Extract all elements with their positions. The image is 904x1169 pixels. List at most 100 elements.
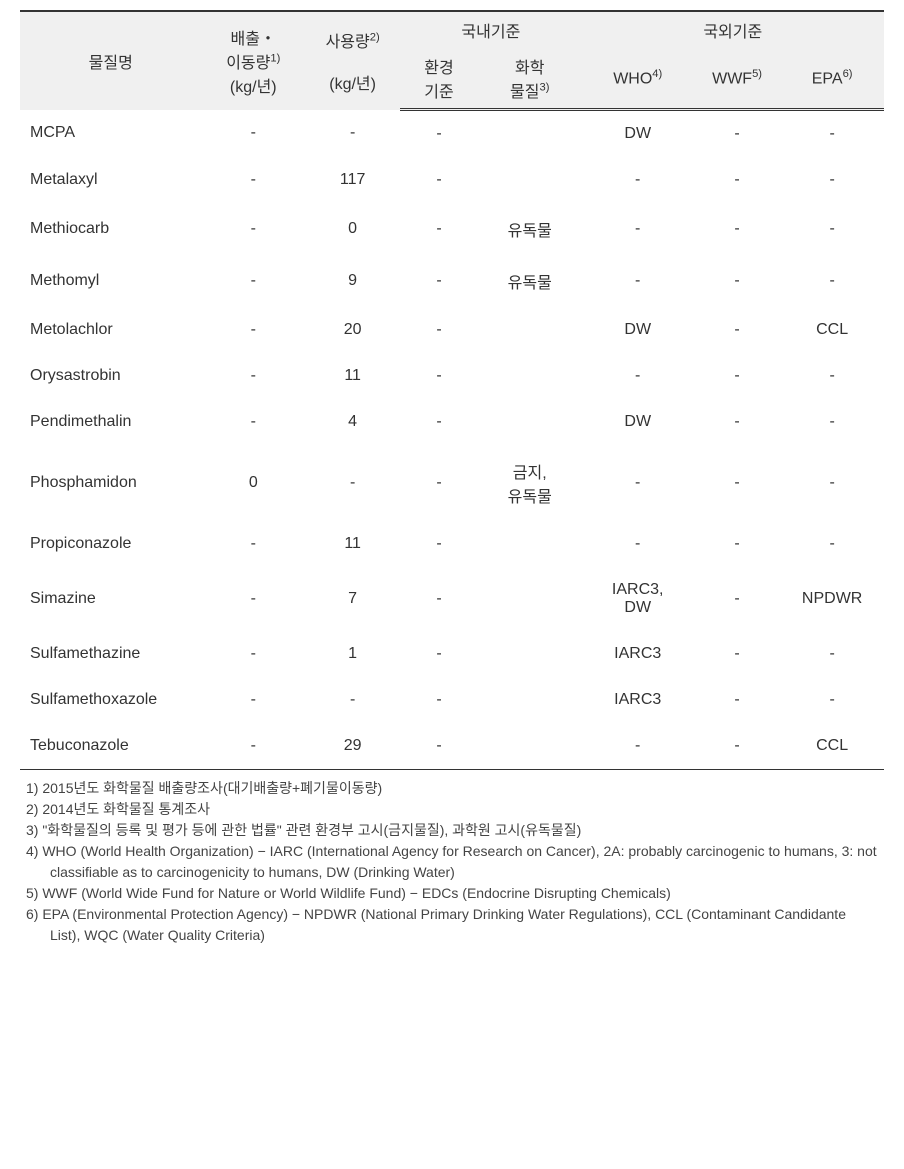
table-row: Methiocarb-0-유독물---	[20, 203, 884, 255]
th-env-l2: 기준	[424, 84, 453, 101]
table-row: Metolachlor-20-DW-CCL	[20, 307, 884, 353]
footnote-line: 6) EPA (Environmental Protection Agency)…	[26, 904, 878, 946]
cell-env: -	[400, 399, 478, 445]
chemical-standards-table: 물질명 배출・ 이동량1) (kg/년) 사용량2) (kg/년) 국내기준 국…	[20, 10, 884, 770]
th-emission-unit: (kg/년)	[230, 79, 277, 96]
th-emission: 배출・ 이동량1) (kg/년)	[201, 11, 305, 110]
footnote-line: 1) 2015년도 화학물질 배출량조사(대기배출량+폐기물이동량)	[26, 778, 878, 799]
cell-wwf: -	[694, 399, 780, 445]
cell-emission: -	[201, 255, 305, 307]
cell-who: -	[582, 521, 694, 567]
cell-emission: -	[201, 631, 305, 677]
cell-epa: -	[780, 353, 884, 399]
cell-emission: -	[201, 203, 305, 255]
cell-wwf: -	[694, 307, 780, 353]
cell-who: IARC3,DW	[582, 567, 694, 631]
cell-epa: -	[780, 445, 884, 521]
cell-env: -	[400, 203, 478, 255]
cell-epa: CCL	[780, 723, 884, 770]
sup-1: 1)	[270, 52, 280, 64]
footnotes: 1) 2015년도 화학물질 배출량조사(대기배출량+폐기물이동량)2) 201…	[20, 778, 884, 946]
cell-who: IARC3	[582, 677, 694, 723]
cell-substance: Methiocarb	[20, 203, 201, 255]
cell-chem	[478, 631, 582, 677]
cell-substance: Sulfamethoxazole	[20, 677, 201, 723]
cell-epa: -	[780, 157, 884, 203]
cell-usage: 0	[305, 203, 400, 255]
cell-wwf: -	[694, 723, 780, 770]
footnote-line: 4) WHO (World Health Organization) − IAR…	[26, 841, 878, 883]
cell-epa: -	[780, 110, 884, 158]
cell-substance: Sulfamethazine	[20, 631, 201, 677]
cell-emission: -	[201, 723, 305, 770]
cell-usage: 1	[305, 631, 400, 677]
th-epa-label: EPA	[812, 70, 843, 87]
sup-6: 6)	[843, 68, 853, 80]
cell-substance: Propiconazole	[20, 521, 201, 567]
cell-wwf: -	[694, 445, 780, 521]
th-chem-l1: 화학	[515, 60, 544, 77]
cell-env: -	[400, 521, 478, 567]
cell-env: -	[400, 631, 478, 677]
cell-usage: 7	[305, 567, 400, 631]
cell-emission: -	[201, 157, 305, 203]
cell-wwf: -	[694, 110, 780, 158]
cell-chem: 유독물	[478, 203, 582, 255]
cell-chem: 유독물	[478, 255, 582, 307]
cell-wwf: -	[694, 157, 780, 203]
th-foreign: 국외기준	[582, 11, 884, 48]
th-wwf-label: WWF	[712, 70, 752, 87]
cell-chem	[478, 157, 582, 203]
cell-emission: -	[201, 521, 305, 567]
cell-chem	[478, 307, 582, 353]
footnote-line: 5) WWF (World Wide Fund for Nature or Wo…	[26, 883, 878, 904]
cell-who: DW	[582, 307, 694, 353]
table-header: 물질명 배출・ 이동량1) (kg/년) 사용량2) (kg/년) 국내기준 국…	[20, 11, 884, 110]
cell-chem	[478, 677, 582, 723]
th-env: 환경 기준	[400, 48, 478, 110]
th-substance: 물질명	[20, 11, 201, 110]
sup-3: 3)	[539, 82, 549, 94]
cell-usage: 4	[305, 399, 400, 445]
cell-substance: Methomyl	[20, 255, 201, 307]
cell-epa: CCL	[780, 307, 884, 353]
th-domestic: 국내기준	[400, 11, 581, 48]
cell-who: -	[582, 445, 694, 521]
cell-chem	[478, 399, 582, 445]
cell-emission: -	[201, 399, 305, 445]
sup-2: 2)	[370, 31, 380, 43]
cell-wwf: -	[694, 255, 780, 307]
cell-env: -	[400, 723, 478, 770]
footnote-line: 3) "화학물질의 등록 및 평가 등에 관한 법률" 관련 환경부 고시(금지…	[26, 820, 878, 841]
cell-who: -	[582, 255, 694, 307]
cell-epa: -	[780, 521, 884, 567]
table-row: Propiconazole-11----	[20, 521, 884, 567]
cell-wwf: -	[694, 677, 780, 723]
cell-epa: -	[780, 631, 884, 677]
cell-emission: -	[201, 677, 305, 723]
cell-env: -	[400, 307, 478, 353]
cell-wwf: -	[694, 353, 780, 399]
cell-substance: Orysastrobin	[20, 353, 201, 399]
cell-substance: Metalaxyl	[20, 157, 201, 203]
cell-wwf: -	[694, 631, 780, 677]
cell-epa: -	[780, 677, 884, 723]
cell-chem	[478, 110, 582, 158]
th-who: WHO4)	[582, 48, 694, 110]
cell-env: -	[400, 110, 478, 158]
table-row: Tebuconazole-29---CCL	[20, 723, 884, 770]
cell-who: -	[582, 723, 694, 770]
th-usage: 사용량2) (kg/년)	[305, 11, 400, 110]
th-usage-label: 사용량	[326, 34, 370, 51]
th-usage-unit: (kg/년)	[329, 76, 376, 93]
table-row: Pendimethalin-4-DW--	[20, 399, 884, 445]
cell-usage: -	[305, 445, 400, 521]
cell-usage: -	[305, 110, 400, 158]
cell-emission: -	[201, 567, 305, 631]
cell-env: -	[400, 353, 478, 399]
th-wwf: WWF5)	[694, 48, 780, 110]
th-emission-l2: 이동량	[226, 55, 270, 72]
cell-usage: 29	[305, 723, 400, 770]
table-row: Metalaxyl-117----	[20, 157, 884, 203]
cell-who: IARC3	[582, 631, 694, 677]
